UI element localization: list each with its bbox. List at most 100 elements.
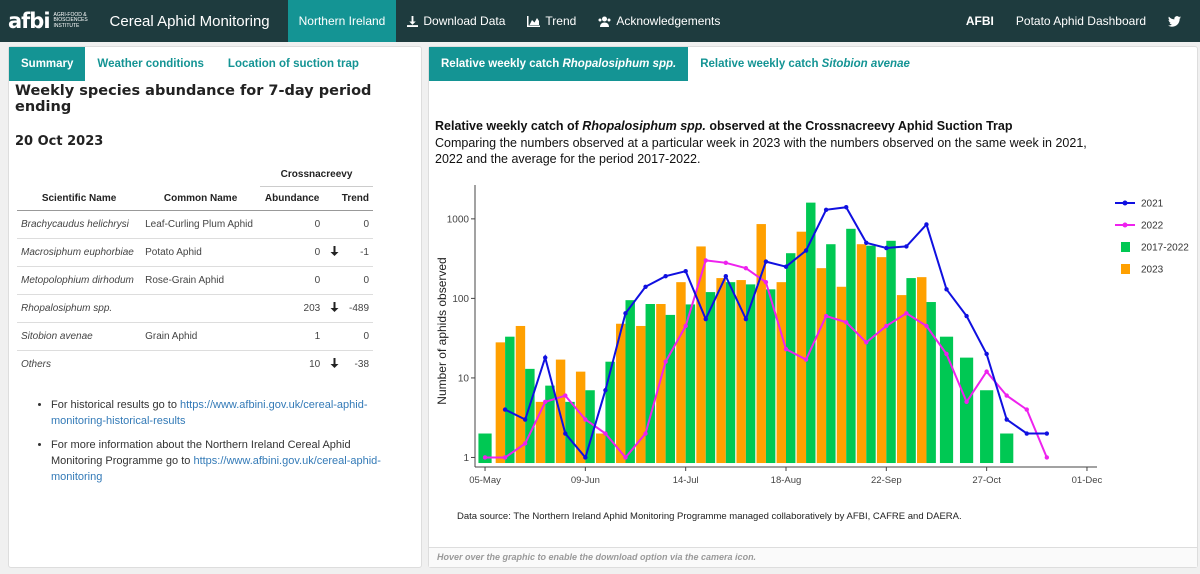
bar-2023 — [856, 244, 867, 464]
point-2021 — [703, 316, 708, 322]
bar-2017-2022 — [645, 304, 655, 464]
bar-2023 — [796, 231, 807, 464]
point-2021 — [783, 264, 789, 269]
chart-title: Relative weekly catch of Rhopalosiphum s… — [435, 119, 1012, 133]
point-2021 — [663, 274, 668, 279]
nav-label: Acknowledgements — [616, 14, 721, 28]
point-2021 — [763, 259, 769, 264]
tab-summary[interactable]: Summary — [9, 47, 86, 81]
bar-2017-2022 — [866, 245, 876, 464]
common-name-cell: Grain Aphid — [141, 322, 261, 351]
trend-cell: 0 — [344, 322, 373, 351]
x-tick-label: 09-Jun — [571, 475, 600, 486]
scientific-name-cell: Rhopalosiphum spp. — [17, 294, 142, 323]
site-group-header: Crossnacreevy — [260, 163, 373, 187]
bar-2017-2022 — [745, 284, 756, 464]
abundance-table: Crossnacreevy Scientific Name Common Nam… — [17, 163, 373, 379]
point-2021 — [1024, 431, 1029, 436]
tab-species: Rhopalosiphum spp. — [562, 58, 677, 70]
data-source: Data source: The Northern Ireland Aphid … — [457, 511, 962, 522]
legend-swatch-2023 — [1121, 264, 1130, 274]
nav-trend[interactable]: Trend — [516, 0, 587, 42]
bar-2023 — [656, 304, 666, 464]
point-2022 — [843, 320, 849, 325]
point-2022 — [703, 258, 708, 263]
bar-2023 — [756, 224, 766, 464]
point-2022 — [623, 455, 628, 460]
x-tick-label: 22-Sep — [871, 475, 902, 486]
tab-rhopalosiphum[interactable]: Relative weekly catch Rhopalosiphum spp. — [429, 47, 689, 81]
bar-2023 — [676, 282, 686, 464]
tab-weather-conditions[interactable]: Weather conditions — [97, 58, 204, 70]
tab-sitobion[interactable]: Relative weekly catch Sitobion avenae — [688, 47, 922, 81]
point-2021 — [843, 205, 849, 210]
point-2022 — [603, 431, 608, 436]
monitoring-programme-link[interactable]: https://www.afbini.gov.uk/cereal-aphid-m… — [51, 454, 381, 483]
nav-potato-dashboard[interactable]: Potato Aphid Dashboard — [1005, 0, 1157, 42]
point-2022 — [823, 313, 829, 319]
point-2022 — [643, 431, 648, 436]
afbi-logo[interactable]: afbi Agri-Food & Biosciences Institute — [8, 9, 102, 33]
aphid-catch-chart[interactable]: 1 10 100 1000 Number of aphids observed 05-Ma… — [429, 47, 1199, 517]
point-2022 — [482, 455, 488, 460]
line-2021 — [504, 206, 1047, 460]
abundance-cell: 0 — [260, 210, 325, 239]
table-row: Macrosiphum euphorbiae Potato Aphid 0 -1 — [17, 238, 373, 267]
chart-subtitle: Comparing the numbers observed at a part… — [435, 136, 1087, 166]
col-scientific-name: Scientific Name — [17, 186, 142, 211]
scientific-name-cell: Others — [17, 350, 142, 379]
bar-2017-2022 — [846, 228, 856, 464]
bar-2017-2022 — [665, 314, 676, 464]
abundance-cell: 10 — [260, 350, 325, 379]
point-2022 — [1044, 455, 1050, 460]
bar-2017-2022 — [565, 401, 575, 464]
bar-2017-2022 — [939, 336, 954, 464]
bar-2023 — [917, 277, 927, 464]
brand-title[interactable]: Cereal Aphid Monitoring — [109, 12, 270, 30]
point-2021 — [522, 417, 528, 422]
point-2021 — [603, 388, 608, 393]
bar-2017-2022 — [806, 202, 816, 464]
x-tick-label: 01-Dec — [1072, 475, 1103, 486]
arrow-down-icon — [330, 246, 339, 256]
point-2021 — [924, 222, 929, 227]
nav-afbi[interactable]: AFBI — [955, 0, 1005, 42]
bar-2023 — [696, 246, 706, 464]
y-axis-label: Number of aphids observed — [435, 257, 449, 404]
table-row: Others 10 -38 — [17, 350, 373, 379]
bar-2017-2022 — [525, 368, 535, 464]
tab-location-suction-trap[interactable]: Location of suction trap — [227, 58, 359, 70]
point-2022 — [522, 441, 528, 446]
trend-cell: -38 — [344, 350, 373, 379]
bar-2023 — [555, 359, 566, 464]
nav-northern-ireland[interactable]: Northern Ireland — [287, 0, 397, 42]
point-2022 — [944, 351, 949, 357]
period-date: 20 Oct 2023 — [15, 134, 104, 149]
list-item: For historical results go to https://www… — [51, 397, 381, 429]
common-name-cell: Leaf-Curling Plum Aphid — [141, 210, 261, 239]
tab-label: Relative weekly catch — [441, 58, 560, 70]
col-abundance: Abundance — [260, 186, 325, 211]
trend-arrow-cell — [324, 350, 345, 379]
nav-acknowledgements[interactable]: Acknowledgements — [587, 0, 731, 42]
bar-2023 — [636, 325, 646, 464]
x-tick-label: 14-Jul — [673, 475, 699, 486]
point-2022 — [502, 455, 508, 460]
point-2021 — [743, 316, 749, 322]
right-tabs: Relative weekly catch Rhopalosiphum spp.… — [429, 47, 1197, 81]
bar-2023 — [616, 323, 626, 464]
nav-download-data[interactable]: Download Data — [396, 0, 516, 42]
nav-twitter[interactable] — [1157, 0, 1200, 42]
point-2021 — [984, 351, 989, 357]
tab-label: Relative weekly catch — [700, 58, 819, 70]
legend-label: 2023 — [1141, 265, 1164, 276]
y-tick-label: 1 — [463, 453, 469, 464]
bar-2023 — [535, 401, 546, 464]
historical-results-link[interactable]: https://www.afbini.gov.uk/cereal-aphid-m… — [51, 398, 368, 427]
x-tick-label: 05-May — [469, 475, 501, 486]
point-2022 — [924, 323, 929, 329]
bar-2023 — [736, 280, 746, 464]
tab-species: Sitobion avenae — [821, 58, 910, 70]
logo-word: afbi — [8, 9, 51, 33]
arrow-down-icon — [330, 358, 339, 369]
